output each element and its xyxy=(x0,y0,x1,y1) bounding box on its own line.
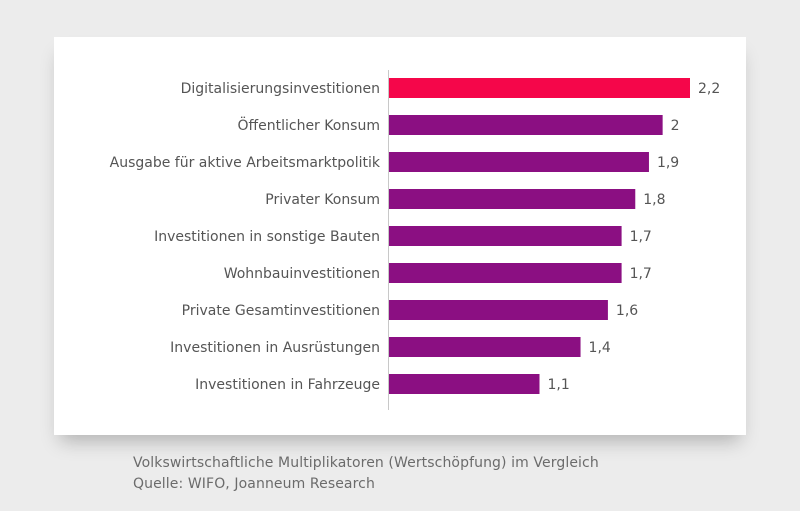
caption-title: Volkswirtschaftliche Multiplikatoren (We… xyxy=(133,455,599,471)
value-label-7: 1,4 xyxy=(589,340,611,356)
value-label-8: 1,1 xyxy=(548,377,570,393)
value-label-0: 2,2 xyxy=(698,81,720,97)
category-label-8: Investitionen in Fahrzeuge xyxy=(195,377,380,393)
bar-2 xyxy=(389,152,649,172)
chart-caption: Volkswirtschaftliche Multiplikatoren (We… xyxy=(133,453,599,495)
category-label-5: Wohnbauinvestitionen xyxy=(224,266,380,282)
value-label-4: 1,7 xyxy=(630,229,652,245)
value-label-1: 2 xyxy=(671,118,680,134)
chart-card: Digitalisierungsinvestitionen 2,2 Öffentli… xyxy=(54,37,746,435)
category-label-7: Investitionen in Ausrüstungen xyxy=(170,340,380,356)
value-label-2: 1,9 xyxy=(657,155,679,171)
bar-0 xyxy=(389,78,690,98)
value-label-5: 1,7 xyxy=(630,266,652,282)
bar-4 xyxy=(389,226,622,246)
bar-chart: Digitalisierungsinvestitionen 2,2 Öffentli… xyxy=(110,70,720,410)
bar-8 xyxy=(389,374,540,394)
value-label-3: 1,8 xyxy=(643,192,665,208)
value-label-6: 1,6 xyxy=(616,303,638,319)
category-label-3: Privater Konsum xyxy=(265,192,380,208)
bar-6 xyxy=(389,300,608,320)
category-label-1: Öffentlicher Konsum xyxy=(237,116,380,134)
category-label-6: Private Gesamtinvestitionen xyxy=(182,303,380,319)
category-label-0: Digitalisierungsinvestitionen xyxy=(181,81,380,97)
bar-1 xyxy=(389,115,663,135)
bar-3 xyxy=(389,189,636,209)
category-label-2: Ausgabe für aktive Arbeitsmarktpolitik xyxy=(110,155,381,171)
category-label-4: Investitionen in sonstige Bauten xyxy=(154,229,380,245)
bar-5 xyxy=(389,263,622,283)
caption-source: Quelle: WIFO, Joanneum Research xyxy=(133,476,375,492)
bar-7 xyxy=(389,337,581,357)
